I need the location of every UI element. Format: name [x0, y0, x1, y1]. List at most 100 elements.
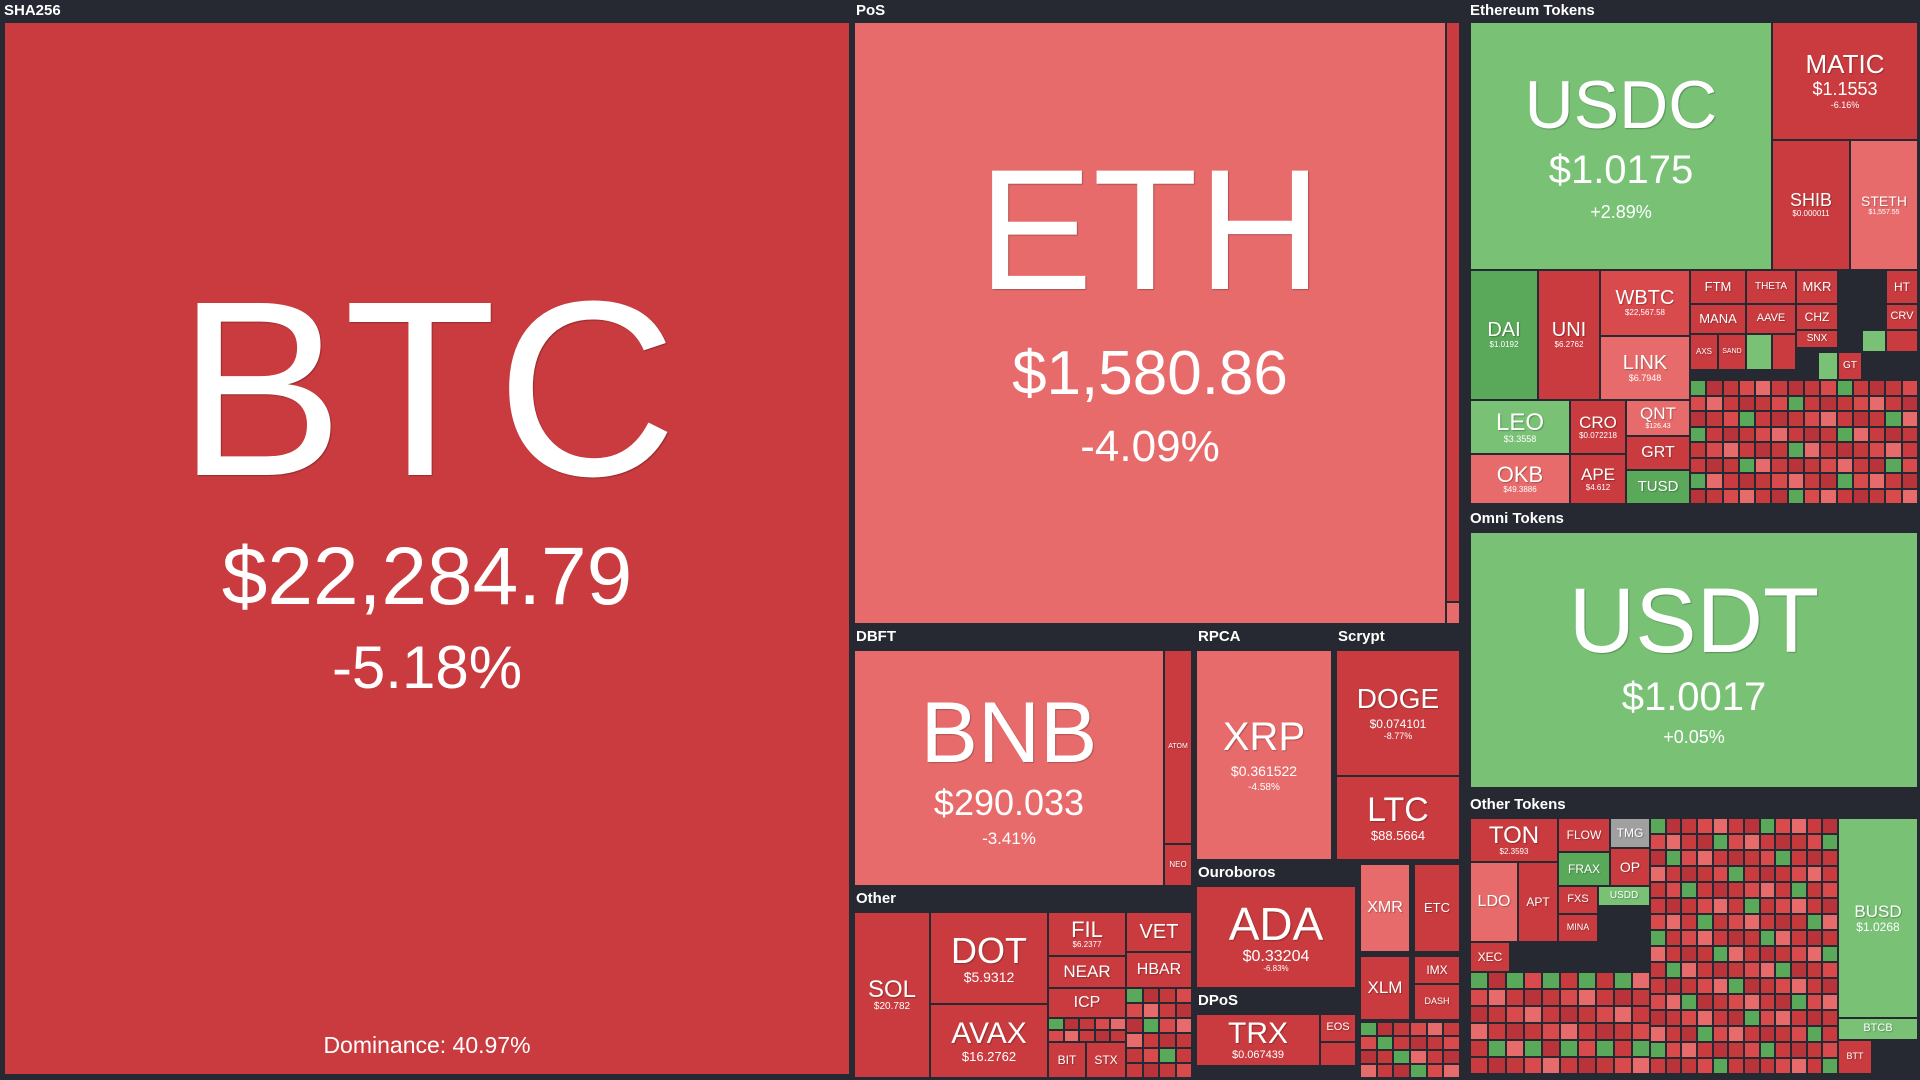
small-coin-tile[interactable] [1755, 426, 1772, 442]
small-coin-tile[interactable] [1771, 411, 1788, 427]
tile-snx[interactable]: SNX [1796, 330, 1838, 348]
small-coin-tile[interactable] [1506, 972, 1524, 989]
small-coin-tile[interactable] [1775, 1010, 1791, 1026]
small-coin-tile[interactable] [1852, 380, 1870, 396]
tile-op[interactable]: OP [1610, 848, 1650, 886]
small-coin-tile[interactable] [1822, 946, 1838, 962]
small-coin-tile[interactable] [1806, 834, 1823, 850]
small-coin-tile[interactable] [1681, 994, 1697, 1010]
small-coin-tile[interactable] [1804, 411, 1821, 427]
small-coin-tile[interactable] [1650, 850, 1666, 866]
small-coin-tile[interactable] [1443, 1050, 1460, 1064]
small-coin-tile[interactable] [1578, 972, 1596, 989]
tile-fil[interactable]: FIL $6.2377 [1048, 912, 1126, 956]
small-coin-tile[interactable] [1744, 866, 1760, 882]
small-coin-tile[interactable] [1650, 834, 1666, 850]
small-coin-tile[interactable] [1804, 426, 1821, 442]
small-coin-tile[interactable] [1126, 988, 1143, 1003]
small-coin-tile[interactable] [1775, 994, 1791, 1010]
small-coin-tile[interactable] [1596, 972, 1614, 989]
small-coin-tile[interactable] [1759, 1042, 1776, 1058]
small-coin-tile[interactable] [1690, 380, 1707, 396]
small-coin-tile[interactable] [1632, 1006, 1650, 1023]
small-coin-tile[interactable] [1697, 930, 1713, 946]
small-coin-tile[interactable] [1690, 395, 1707, 411]
small-coin-tile[interactable] [1175, 1048, 1192, 1063]
small-coin-tile[interactable] [1470, 1057, 1488, 1074]
small-coin-tile[interactable] [1524, 972, 1542, 989]
tile-ftm[interactable]: FTM [1690, 270, 1746, 304]
small-coin-tile[interactable] [1822, 1042, 1838, 1058]
tile-etc[interactable]: ETC [1414, 864, 1460, 952]
small-coin-tile[interactable] [1744, 1058, 1760, 1074]
small-coin-tile[interactable] [1697, 962, 1713, 978]
small-coin-tile[interactable] [1836, 411, 1853, 427]
small-coin-tile[interactable] [1775, 882, 1791, 898]
small-coin-tile[interactable] [1560, 989, 1578, 1006]
tile-icp[interactable]: ICP [1048, 988, 1126, 1018]
tile-busd[interactable]: BUSD $1.0268 [1838, 818, 1918, 1018]
small-coin-tile[interactable] [1787, 457, 1804, 473]
small-coin-tile[interactable] [1665, 1010, 1682, 1026]
small-coin-tile[interactable] [1712, 930, 1729, 946]
small-coin-tile[interactable] [1142, 1003, 1159, 1018]
small-coin-tile[interactable] [1560, 972, 1578, 989]
small-coin-tile[interactable] [1822, 1026, 1838, 1042]
small-coin-tile[interactable] [1744, 994, 1760, 1010]
small-coin-tile[interactable] [1650, 946, 1666, 962]
small-coin-tile[interactable] [1142, 1063, 1159, 1078]
small-coin-tile[interactable] [1775, 946, 1791, 962]
tile-steth[interactable]: STETH $1,557.55 [1850, 140, 1918, 270]
small-coin-tile[interactable] [1806, 866, 1823, 882]
tile-axs[interactable]: AXS [1690, 334, 1718, 370]
small-coin-tile[interactable] [1852, 426, 1870, 442]
small-coin-tile[interactable] [1728, 946, 1744, 962]
small-coin-tile[interactable] [1901, 442, 1918, 458]
small-coin-tile[interactable] [1614, 972, 1632, 989]
tile-hbar[interactable]: HBAR [1126, 952, 1192, 988]
small-coin-tile[interactable] [1175, 1018, 1192, 1033]
tile-eth-small[interactable] [1746, 334, 1772, 370]
tile-usdc[interactable]: USDC $1.0175 +2.89% [1470, 22, 1772, 270]
small-coin-tile[interactable] [1712, 994, 1729, 1010]
tile-uni[interactable]: UNI $6.2762 [1538, 270, 1600, 400]
small-coin-tile[interactable] [1852, 473, 1870, 489]
small-coin-tile[interactable] [1759, 898, 1776, 914]
small-coin-tile[interactable] [1681, 882, 1697, 898]
small-coin-tile[interactable] [1775, 1026, 1791, 1042]
small-coin-tile[interactable] [1820, 395, 1837, 411]
small-coin-tile[interactable] [1852, 395, 1870, 411]
small-coin-tile[interactable] [1690, 411, 1707, 427]
tile-cro[interactable]: CRO $0.072218 [1570, 400, 1626, 454]
small-coin-tile[interactable] [1836, 457, 1853, 473]
small-coin-tile[interactable] [1542, 989, 1560, 1006]
small-coin-tile[interactable] [1728, 882, 1744, 898]
small-coin-tile[interactable] [1820, 488, 1837, 504]
small-coin-tile[interactable] [1712, 882, 1729, 898]
small-coin-tile[interactable] [1650, 962, 1666, 978]
small-coin-tile[interactable] [1426, 1050, 1444, 1064]
small-coin-tile[interactable] [1142, 1018, 1159, 1033]
small-coin-tile[interactable] [1728, 1058, 1744, 1074]
small-coin-tile[interactable] [1744, 1010, 1760, 1026]
tile-atom[interactable]: ATOM [1164, 650, 1192, 844]
small-coin-tile[interactable] [1806, 1058, 1823, 1074]
tile-eth-small[interactable] [1818, 352, 1838, 380]
small-coin-tile[interactable] [1410, 1022, 1427, 1036]
small-coin-tile[interactable] [1728, 834, 1744, 850]
small-coin-tile[interactable] [1706, 395, 1723, 411]
small-coin-tile[interactable] [1393, 1022, 1410, 1036]
small-coin-tile[interactable] [1852, 457, 1870, 473]
small-coin-tile[interactable] [1901, 426, 1918, 442]
small-coin-tile[interactable] [1806, 898, 1823, 914]
small-coin-tile[interactable] [1791, 946, 1807, 962]
small-coin-tile[interactable] [1806, 914, 1823, 930]
small-coin-tile[interactable] [1775, 834, 1791, 850]
small-coin-tile[interactable] [1578, 1057, 1596, 1074]
tile-usdt[interactable]: USDT $1.0017 +0.05% [1470, 532, 1918, 788]
small-coin-tile[interactable] [1697, 1026, 1713, 1042]
small-coin-tile[interactable] [1665, 1058, 1682, 1074]
small-coin-tile[interactable] [1376, 1050, 1394, 1064]
small-coin-tile[interactable] [1744, 898, 1760, 914]
small-coin-tile[interactable] [1787, 426, 1804, 442]
